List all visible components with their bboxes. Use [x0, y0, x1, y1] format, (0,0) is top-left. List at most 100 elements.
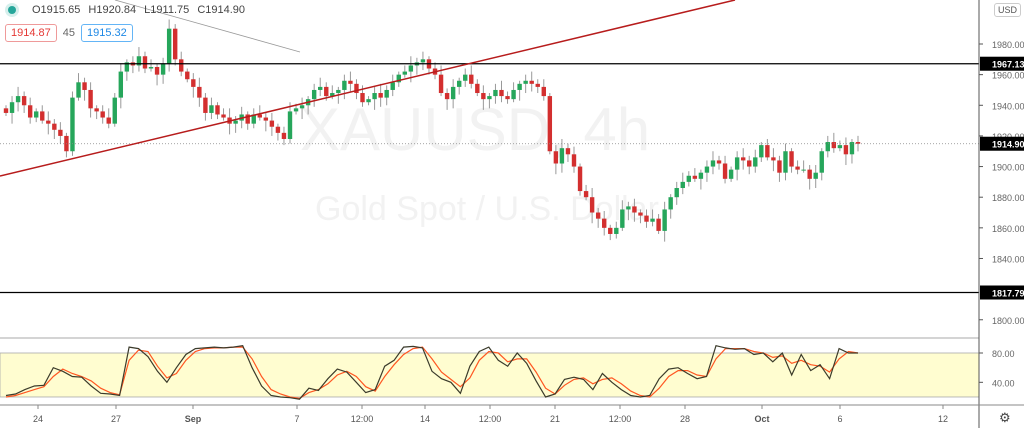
candle [680, 181, 685, 189]
candle [76, 82, 81, 98]
candle [348, 80, 353, 84]
candle [463, 74, 468, 81]
candle [589, 197, 595, 213]
candle [281, 132, 287, 139]
svg-text:1967.13: 1967.13 [992, 60, 1024, 70]
candle [650, 218, 655, 222]
legend-high: H1920.84 [88, 4, 137, 16]
candle [166, 28, 172, 64]
buy-button[interactable]: 1915.32 [81, 24, 133, 42]
candle [233, 120, 238, 124]
candle [203, 97, 208, 113]
candle [674, 188, 679, 198]
candle [553, 151, 559, 164]
price-tick: 1980.00 [992, 40, 1024, 50]
candle [656, 218, 661, 231]
candle [855, 142, 861, 144]
candle [505, 96, 510, 100]
candle [602, 218, 607, 228]
candle [40, 111, 45, 121]
time-tick: 6 [837, 414, 842, 424]
stoch-tick: 40.00 [992, 378, 1015, 388]
candle [541, 86, 546, 97]
time-tick: 28 [680, 414, 690, 424]
currency-badge[interactable]: USD [994, 3, 1022, 17]
candle [843, 145, 849, 155]
candle [118, 71, 124, 98]
descending-trendline[interactable] [114, 0, 301, 53]
candle [112, 97, 117, 124]
candle [632, 206, 637, 213]
candle [535, 83, 540, 87]
sell-button[interactable]: 1914.87 [5, 24, 57, 42]
ascending-trendline[interactable] [0, 0, 736, 177]
ohlc-legend: O1915.65 H1920.84 L1911.75 C1914.90 [8, 4, 250, 16]
time-tick: 7 [294, 414, 299, 424]
candle [172, 28, 178, 60]
time-tick: 14 [420, 414, 430, 424]
candle [299, 105, 305, 109]
price-tick: 1940.00 [992, 101, 1024, 111]
candle [783, 151, 788, 173]
candle [148, 66, 154, 69]
candle [456, 80, 462, 87]
candle [197, 86, 202, 98]
candle [100, 111, 105, 118]
candle [293, 108, 299, 112]
candle [595, 212, 601, 219]
candle [330, 93, 335, 97]
candle [106, 117, 111, 124]
candle [160, 63, 166, 75]
candle [154, 66, 160, 75]
stoch-tick: 80.00 [992, 349, 1015, 359]
candle [88, 89, 93, 109]
candle [444, 93, 450, 100]
candle [396, 74, 401, 83]
candle [469, 74, 474, 84]
candle [311, 89, 317, 100]
candle [372, 93, 377, 100]
candle [475, 83, 480, 94]
candle [759, 145, 764, 158]
candle [324, 86, 329, 97]
candle [27, 105, 33, 118]
candle [493, 89, 498, 97]
candle [52, 123, 57, 130]
candle [221, 114, 226, 118]
candle [318, 86, 323, 90]
time-tick: 21 [550, 414, 560, 424]
candle [644, 215, 649, 222]
candle [354, 83, 359, 94]
candle [136, 56, 142, 66]
time-tick: 12 [938, 414, 948, 424]
candle [499, 89, 504, 97]
candle [342, 80, 347, 90]
time-tick: 24 [33, 414, 43, 424]
candle [571, 154, 577, 167]
candle [626, 206, 631, 210]
candle [511, 89, 516, 100]
candle [3, 108, 9, 113]
candle [825, 142, 830, 152]
candle [795, 166, 800, 170]
candle [360, 93, 365, 103]
candle [263, 117, 269, 121]
candle [620, 209, 625, 228]
time-tick: 12:00 [351, 414, 374, 424]
candle [813, 172, 818, 179]
candle [777, 160, 782, 173]
market-status-icon [8, 6, 16, 14]
time-tick: 12:00 [609, 414, 632, 424]
candle [692, 175, 698, 179]
svg-text:1914.90: 1914.90 [992, 140, 1024, 150]
symbol-watermark: XAUUSD, 4h [300, 96, 651, 163]
candle [209, 105, 214, 113]
candlestick-series [3, 19, 861, 242]
time-tick: Sep [185, 414, 202, 424]
candle [275, 126, 281, 133]
stoch-k-line [5, 344, 858, 400]
candle [124, 62, 130, 72]
gear-icon[interactable]: ⚙ [999, 410, 1011, 425]
candle [450, 86, 456, 100]
